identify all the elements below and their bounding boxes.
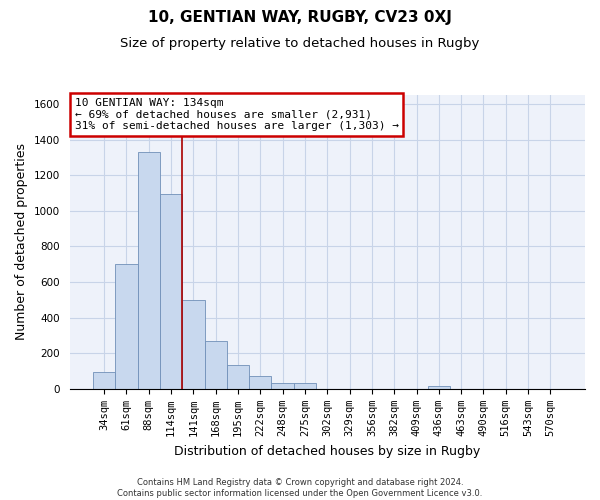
Bar <box>428 386 450 389</box>
Y-axis label: Number of detached properties: Number of detached properties <box>15 144 28 340</box>
Bar <box>294 383 316 389</box>
Bar <box>271 383 294 389</box>
Text: Contains HM Land Registry data © Crown copyright and database right 2024.
Contai: Contains HM Land Registry data © Crown c… <box>118 478 482 498</box>
Bar <box>182 300 205 389</box>
Text: 10 GENTIAN WAY: 134sqm
← 69% of detached houses are smaller (2,931)
31% of semi-: 10 GENTIAN WAY: 134sqm ← 69% of detached… <box>74 98 398 131</box>
Text: 10, GENTIAN WAY, RUGBY, CV23 0XJ: 10, GENTIAN WAY, RUGBY, CV23 0XJ <box>148 10 452 25</box>
Bar <box>115 264 137 389</box>
Bar <box>227 365 249 389</box>
Bar <box>205 341 227 389</box>
X-axis label: Distribution of detached houses by size in Rugby: Distribution of detached houses by size … <box>174 444 481 458</box>
Bar <box>160 194 182 389</box>
Bar <box>249 376 271 389</box>
Bar <box>137 152 160 389</box>
Text: Size of property relative to detached houses in Rugby: Size of property relative to detached ho… <box>121 38 479 51</box>
Bar <box>93 372 115 389</box>
